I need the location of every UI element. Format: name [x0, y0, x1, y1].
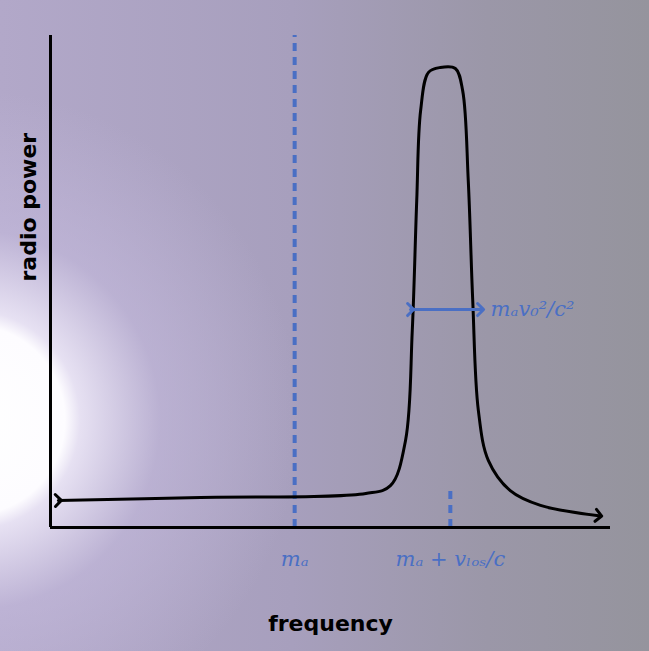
svg-text:mₐ: mₐ	[281, 547, 309, 571]
svg-text:mₐ + vₗₒₛ/c: mₐ + vₗₒₛ/c	[395, 547, 505, 571]
svg-text:mₐv₀²/c²: mₐv₀²/c²	[491, 297, 575, 321]
svg-text:radio power: radio power	[16, 133, 41, 282]
svg-text:frequency: frequency	[268, 611, 393, 636]
